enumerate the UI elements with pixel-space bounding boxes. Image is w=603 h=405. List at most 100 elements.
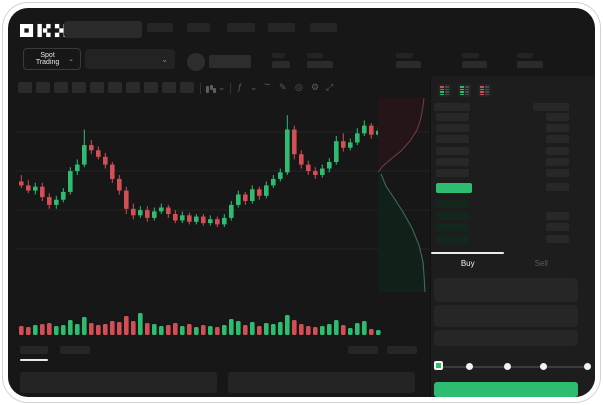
market-type-label: Spot Trading bbox=[35, 52, 60, 66]
pair-selector-dropdown[interactable]: ⌄ bbox=[85, 49, 175, 69]
orders-panel-placeholder bbox=[228, 372, 415, 393]
timeframe-button[interactable] bbox=[144, 82, 158, 93]
amount-slider[interactable] bbox=[436, 366, 587, 368]
toolbar-divider bbox=[200, 83, 201, 94]
chevron-down-icon: ⌄ bbox=[161, 54, 168, 64]
timeframe-button[interactable] bbox=[180, 82, 194, 93]
slider-handle[interactable] bbox=[433, 361, 443, 370]
volume-bars bbox=[19, 313, 381, 335]
ask-amount-cell bbox=[546, 113, 569, 121]
chart-style-icon[interactable] bbox=[206, 85, 216, 93]
line-tool-icon[interactable]: ~ bbox=[264, 79, 271, 91]
timeframe-button[interactable] bbox=[162, 82, 176, 93]
orders-panel-placeholder bbox=[20, 372, 217, 393]
fullscreen-icon[interactable]: ⤢ bbox=[326, 82, 334, 92]
book-bids-icon[interactable] bbox=[458, 84, 471, 97]
ask-amount-cell bbox=[546, 158, 569, 166]
search-input[interactable] bbox=[64, 21, 142, 38]
chevron-down-icon[interactable]: ⌄ bbox=[218, 82, 226, 92]
stat-label bbox=[307, 53, 323, 58]
stat-label bbox=[272, 53, 285, 58]
snapshot-icon[interactable]: ◎ bbox=[295, 82, 303, 92]
ask-price-cell[interactable] bbox=[436, 135, 469, 143]
buy-button[interactable] bbox=[434, 382, 578, 397]
total-input[interactable] bbox=[434, 330, 578, 346]
depth-overlay bbox=[378, 98, 426, 292]
okx-logo[interactable]: OKX bbox=[20, 23, 68, 38]
book-combined-icon[interactable] bbox=[438, 84, 451, 97]
bottom-tab-underline bbox=[20, 359, 48, 361]
toolbar-divider bbox=[230, 83, 231, 94]
ask-price-cell[interactable] bbox=[436, 124, 469, 132]
ask-price-cell[interactable] bbox=[436, 113, 469, 121]
order-book-panel: Buy Sell bbox=[430, 76, 595, 397]
slider-stop[interactable] bbox=[539, 363, 547, 370]
timeframe-button[interactable] bbox=[18, 82, 32, 93]
ask-price-cell[interactable] bbox=[436, 169, 469, 177]
ob-header-amount bbox=[533, 103, 569, 111]
bid-price-cell[interactable] bbox=[436, 212, 469, 220]
stat-value bbox=[462, 61, 487, 68]
bid-amount-cell bbox=[546, 212, 569, 220]
bottom-tab-active[interactable] bbox=[20, 346, 48, 354]
tab-buy-label: Buy bbox=[460, 258, 475, 268]
bottom-bar-control[interactable] bbox=[387, 346, 417, 354]
bottom-tab[interactable] bbox=[60, 346, 90, 354]
app-window: OKX Spot Trading ⌄ ⌄ ⌄ ƒ ⌄ ~ ✎ ◎ ⚙ ⤢ bbox=[8, 8, 595, 397]
chart-settings-icon[interactable]: ⚙ bbox=[311, 82, 320, 92]
timeframe-button[interactable] bbox=[54, 82, 68, 93]
pair-name-placeholder bbox=[209, 55, 251, 68]
ask-price-cell[interactable] bbox=[436, 147, 469, 155]
stat-value bbox=[517, 61, 543, 68]
timeframe-button[interactable] bbox=[90, 82, 104, 93]
book-asks-icon[interactable] bbox=[478, 84, 491, 97]
nav-item[interactable] bbox=[147, 23, 173, 32]
stat-value bbox=[272, 61, 290, 68]
slider-stop[interactable] bbox=[465, 363, 473, 370]
bid-amount-cell bbox=[546, 223, 569, 231]
bid-price-cell[interactable] bbox=[436, 235, 469, 243]
ask-amount-cell bbox=[546, 135, 569, 143]
ask-amount-cell bbox=[546, 124, 569, 132]
ob-amount-cell bbox=[546, 183, 569, 191]
tab-buy[interactable]: Buy bbox=[431, 252, 505, 274]
bottom-bar-control[interactable] bbox=[348, 346, 378, 354]
slider-stop[interactable] bbox=[583, 363, 591, 370]
timeframe-button[interactable] bbox=[126, 82, 140, 93]
stat-label bbox=[396, 53, 413, 58]
stat-value bbox=[307, 61, 333, 68]
slider-stop[interactable] bbox=[503, 363, 511, 370]
timeframe-button[interactable] bbox=[36, 82, 50, 93]
ask-amount-cell bbox=[546, 169, 569, 177]
nav-item[interactable] bbox=[268, 23, 295, 32]
price-input[interactable] bbox=[434, 278, 578, 302]
draw-icon[interactable]: ✎ bbox=[279, 82, 287, 92]
bid-price-cell[interactable] bbox=[436, 200, 469, 208]
bid-price-cell[interactable] bbox=[436, 223, 469, 231]
nav-item[interactable] bbox=[187, 23, 210, 32]
chevron-down-icon: ⌄ bbox=[68, 56, 74, 63]
tab-sell[interactable]: Sell bbox=[505, 252, 579, 274]
ask-amount-cell bbox=[546, 147, 569, 155]
coin-icon bbox=[187, 53, 205, 71]
bid-amount-cell bbox=[546, 235, 569, 243]
ask-price-cell[interactable] bbox=[436, 158, 469, 166]
last-price-badge[interactable] bbox=[436, 183, 472, 193]
stat-label bbox=[462, 53, 479, 58]
candlestick-chart[interactable] bbox=[15, 98, 430, 290]
ob-header-price bbox=[434, 103, 470, 111]
okx-logo-glyph bbox=[20, 23, 68, 38]
timeframe-button[interactable] bbox=[72, 82, 86, 93]
market-type-dropdown[interactable]: Spot Trading ⌄ bbox=[23, 48, 81, 70]
tab-sell-label: Sell bbox=[534, 258, 548, 268]
nav-item[interactable] bbox=[310, 23, 337, 32]
stat-label bbox=[517, 53, 533, 58]
active-tab-indicator bbox=[431, 252, 504, 254]
indicator-icon[interactable]: ƒ bbox=[237, 82, 243, 92]
timeframe-button[interactable] bbox=[108, 82, 122, 93]
stat-value bbox=[396, 61, 421, 68]
chevron-down-icon[interactable]: ⌄ bbox=[250, 82, 258, 92]
nav-item[interactable] bbox=[227, 23, 255, 32]
trade-tabs: Buy Sell bbox=[431, 252, 578, 274]
amount-input[interactable] bbox=[434, 305, 578, 327]
